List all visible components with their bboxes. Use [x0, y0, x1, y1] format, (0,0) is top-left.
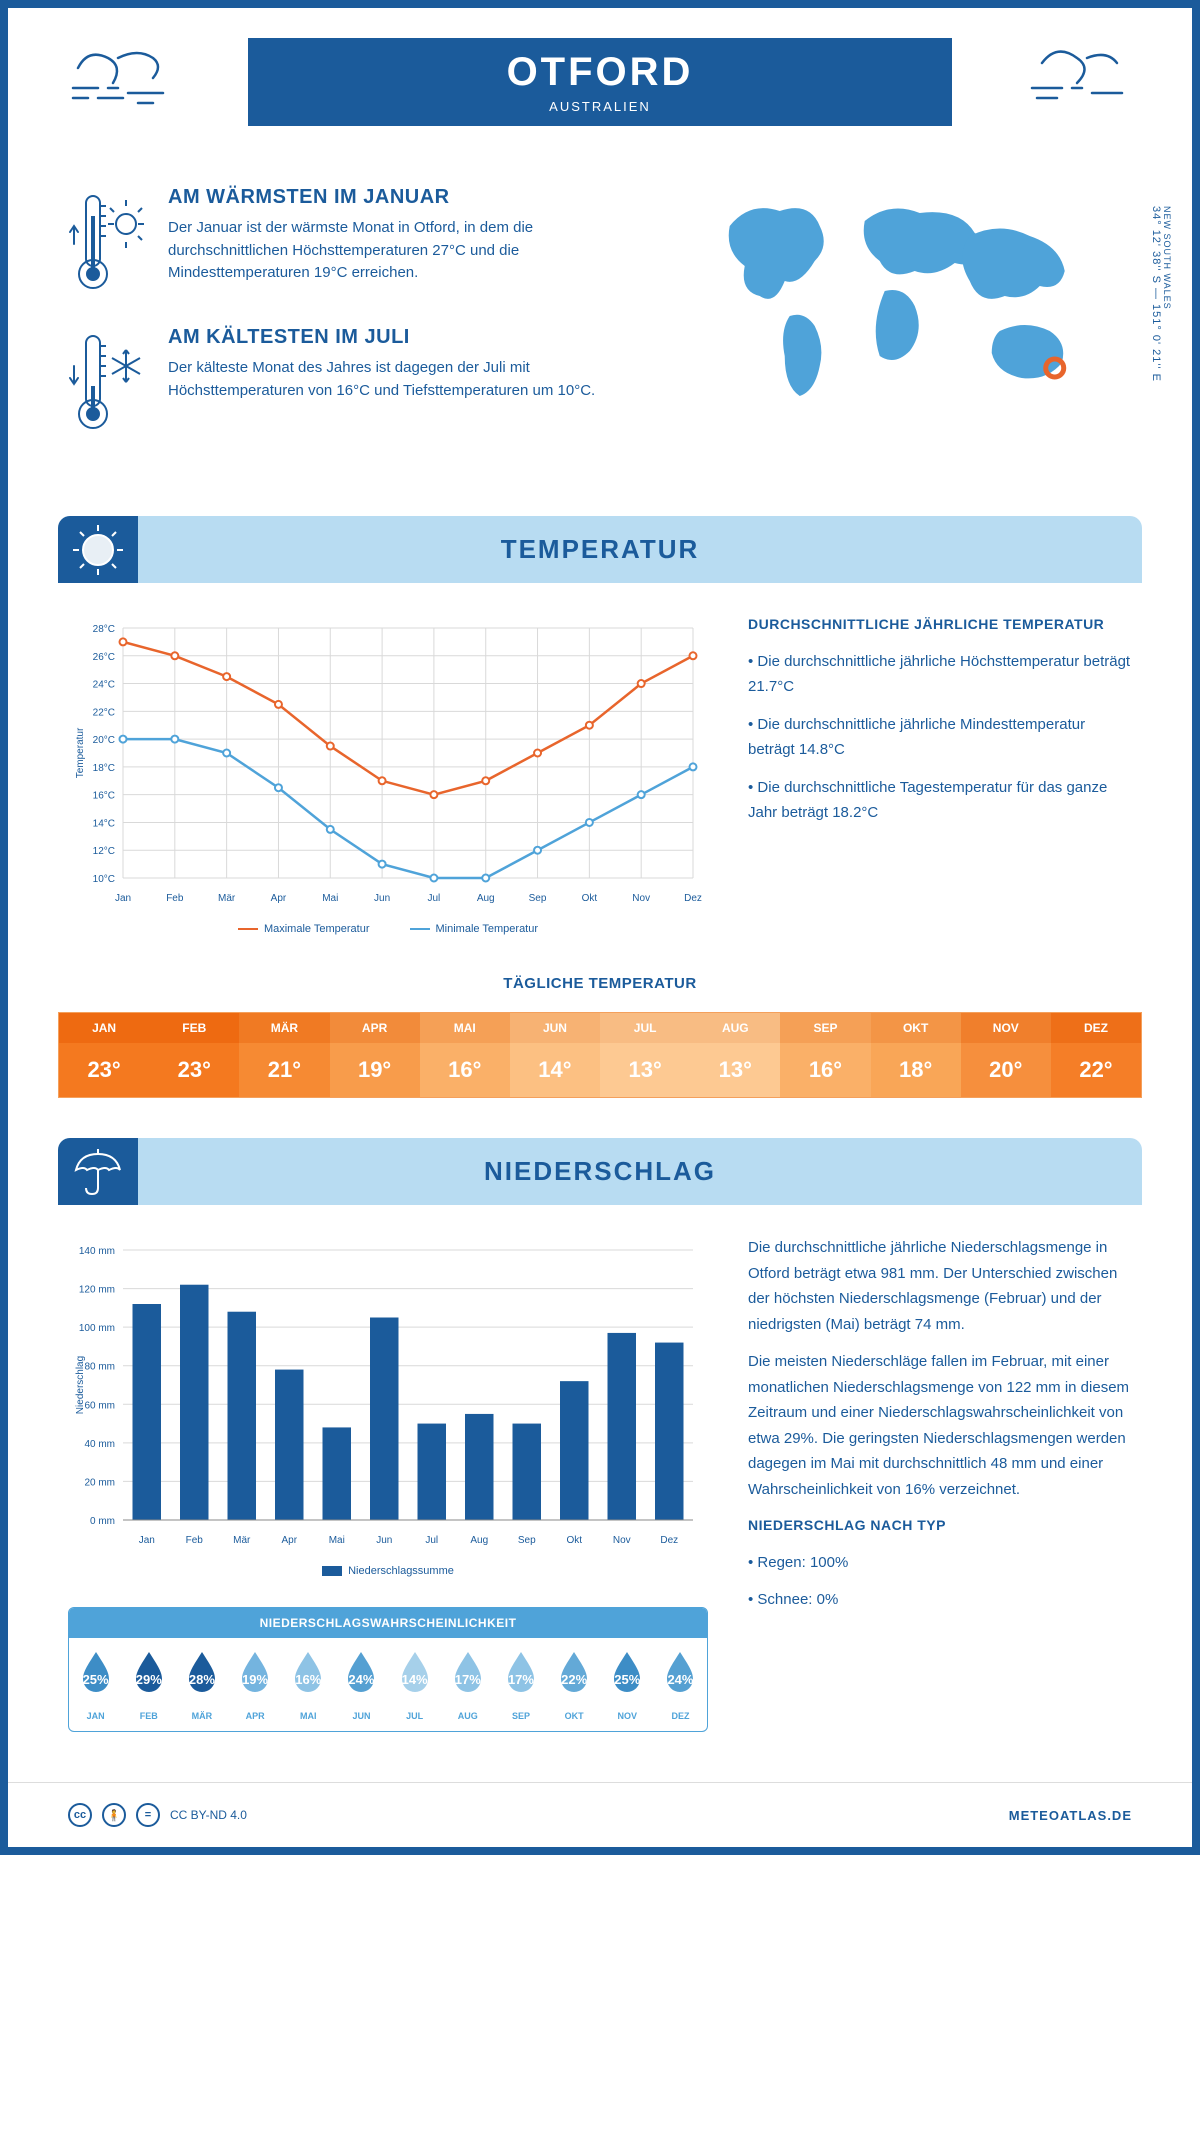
precip-text: Die durchschnittliche jährliche Niedersc…	[748, 1235, 1132, 1337]
svg-text:Sep: Sep	[518, 1535, 536, 1546]
svg-text:Feb: Feb	[186, 1535, 204, 1546]
svg-text:120 mm: 120 mm	[79, 1285, 115, 1296]
wind-icon	[68, 38, 178, 118]
precip-text: Die meisten Niederschläge fallen im Febr…	[748, 1349, 1132, 1502]
thermometer-sun-icon	[68, 186, 148, 296]
svg-text:Mai: Mai	[329, 1535, 345, 1546]
svg-text:20°C: 20°C	[93, 735, 115, 746]
svg-text:Apr: Apr	[271, 893, 287, 904]
daily-temp-table: JAN23°FEB23°MÄR21°APR19°MAI16°JUN14°JUL1…	[58, 1012, 1142, 1098]
svg-text:18°C: 18°C	[93, 763, 115, 774]
daily-temp-title: TÄGLICHE TEMPERATUR	[8, 975, 1192, 992]
svg-text:Mär: Mär	[218, 893, 236, 904]
cc-icon: cc	[68, 1803, 92, 1827]
svg-text:Mai: Mai	[322, 893, 338, 904]
temp-section-header: TEMPERATUR	[58, 516, 1142, 583]
coldest-text: Der kälteste Monat des Jahres ist dagege…	[168, 357, 627, 402]
svg-text:22°C: 22°C	[93, 707, 115, 718]
temp-stats-title: DURCHSCHNITTLICHE JÄHRLICHE TEMPERATUR	[748, 613, 1132, 637]
precip-chart-legend: Niederschlagssumme	[68, 1565, 708, 1577]
svg-text:14°C: 14°C	[93, 818, 115, 829]
coldest-title: AM KÄLTESTEN IM JULI	[168, 326, 627, 349]
svg-text:Temperatur: Temperatur	[75, 727, 86, 778]
svg-text:Nov: Nov	[632, 893, 650, 904]
precip-prob-box: NIEDERSCHLAGSWAHRSCHEINLICHKEIT 25%JAN29…	[68, 1607, 708, 1732]
title-banner: OTFORD AUSTRALIEN	[248, 38, 952, 126]
site-name: METEOATLAS.DE	[1009, 1808, 1132, 1823]
warmest-block: AM WÄRMSTEN IM JANUAR Der Januar ist der…	[68, 186, 627, 296]
svg-text:Okt: Okt	[566, 1535, 582, 1546]
precip-type: • Regen: 100%	[748, 1550, 1132, 1576]
umbrella-icon	[58, 1138, 138, 1205]
svg-text:80 mm: 80 mm	[84, 1362, 115, 1373]
svg-text:Jul: Jul	[428, 893, 441, 904]
by-icon: 🧍	[102, 1803, 126, 1827]
svg-text:0 mm: 0 mm	[90, 1516, 115, 1527]
svg-text:140 mm: 140 mm	[79, 1246, 115, 1257]
country-name: AUSTRALIEN	[260, 99, 940, 114]
svg-text:100 mm: 100 mm	[79, 1323, 115, 1334]
world-map-icon	[667, 186, 1132, 406]
region-label: NEW SOUTH WALES	[1162, 206, 1172, 372]
svg-text:Jan: Jan	[115, 893, 131, 904]
precip-type: • Schnee: 0%	[748, 1587, 1132, 1613]
precip-section-header: NIEDERSCHLAG	[58, 1138, 1142, 1205]
svg-text:60 mm: 60 mm	[84, 1400, 115, 1411]
svg-text:Sep: Sep	[529, 893, 547, 904]
svg-text:26°C: 26°C	[93, 652, 115, 663]
svg-text:28°C: 28°C	[93, 624, 115, 635]
coords-label: 34° 12' 38'' S — 151° 0' 21'' E	[1150, 206, 1162, 382]
warmest-text: Der Januar ist der wärmste Monat in Otfo…	[168, 217, 627, 285]
svg-text:Jun: Jun	[374, 893, 390, 904]
svg-text:Jan: Jan	[139, 1535, 155, 1546]
svg-text:12°C: 12°C	[93, 846, 115, 857]
coldest-block: AM KÄLTESTEN IM JULI Der kälteste Monat …	[68, 326, 627, 436]
svg-text:Aug: Aug	[470, 1535, 488, 1546]
temp-stat: • Die durchschnittliche jährliche Mindes…	[748, 712, 1132, 763]
precip-type-title: NIEDERSCHLAG NACH TYP	[748, 1514, 1132, 1538]
header: OTFORD AUSTRALIEN	[8, 8, 1192, 186]
svg-text:16°C: 16°C	[93, 791, 115, 802]
svg-text:Mär: Mär	[233, 1535, 251, 1546]
wind-icon	[1022, 38, 1132, 118]
city-name: OTFORD	[260, 50, 940, 95]
license-text: CC BY-ND 4.0	[170, 1808, 247, 1822]
temp-stat: • Die durchschnittliche Tagestemperatur …	[748, 775, 1132, 826]
svg-text:Dez: Dez	[684, 893, 702, 904]
temperature-line-chart: 10°C 12°C 14°C 16°C 18°C 20°C 22°C 24°C 26°C 28°C…	[68, 613, 708, 913]
world-map-block: NEW SOUTH WALES 34° 12' 38'' S — 151° 0'…	[667, 186, 1132, 466]
nd-icon: =	[136, 1803, 160, 1827]
warmest-title: AM WÄRMSTEN IM JANUAR	[168, 186, 627, 209]
svg-text:Jun: Jun	[376, 1535, 392, 1546]
thermometer-snow-icon	[68, 326, 148, 436]
svg-text:Apr: Apr	[281, 1535, 297, 1546]
sun-icon	[58, 516, 138, 583]
svg-text:Aug: Aug	[477, 893, 495, 904]
svg-text:Dez: Dez	[660, 1535, 678, 1546]
footer: cc 🧍 = CC BY-ND 4.0 METEOATLAS.DE	[8, 1782, 1192, 1847]
svg-text:Jul: Jul	[425, 1535, 438, 1546]
temp-chart-legend: Maximale Temperatur Minimale Temperatur	[68, 923, 708, 935]
svg-text:Nov: Nov	[613, 1535, 631, 1546]
svg-text:Feb: Feb	[166, 893, 184, 904]
svg-text:Okt: Okt	[582, 893, 598, 904]
svg-text:24°C: 24°C	[93, 680, 115, 691]
svg-text:20 mm: 20 mm	[84, 1477, 115, 1488]
svg-text:Niederschlag: Niederschlag	[75, 1356, 86, 1414]
svg-text:40 mm: 40 mm	[84, 1439, 115, 1450]
temp-stat: • Die durchschnittliche jährliche Höchst…	[748, 649, 1132, 700]
precip-bar-chart: 0 mm 20 mm 40 mm 60 mm 80 mm 100 mm 120 mm 140 …	[68, 1235, 708, 1555]
svg-text:10°C: 10°C	[93, 874, 115, 885]
